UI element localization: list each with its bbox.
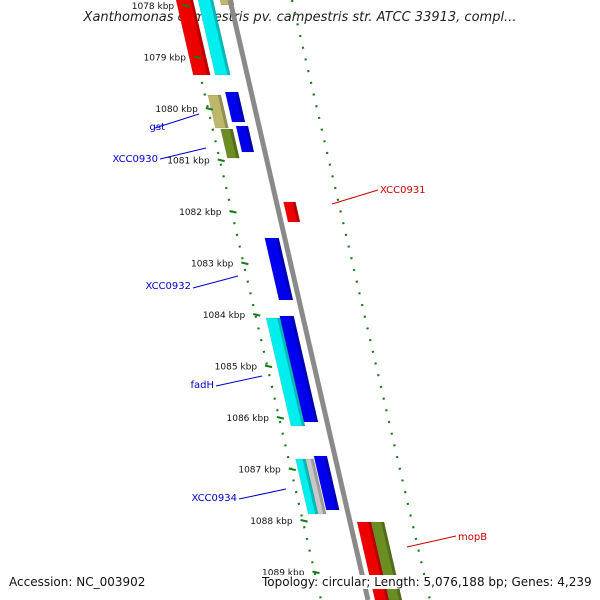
tick-mark <box>205 107 214 111</box>
tick-label: 1081 kbp <box>167 157 210 167</box>
gene-blue-c-shade <box>290 316 319 422</box>
gene-label-leader <box>215 375 263 387</box>
gene-blue-b-shade <box>244 126 254 152</box>
gene-xcc0932-shade <box>275 238 293 300</box>
gene-label-leader <box>238 488 287 500</box>
tick-mark <box>288 467 296 472</box>
tick-dotted-tracks <box>181 0 432 600</box>
gene-labels: gst XCC0930 XCC0931 XCC0932 fadH XCC0934 mopB <box>112 113 487 548</box>
gene-blue-d-shade <box>323 456 340 510</box>
gene-label-leader <box>154 113 200 129</box>
tick-mark <box>229 210 237 214</box>
gene-xcc0931-shade <box>292 202 301 222</box>
gene-xcc0932 <box>264 237 294 301</box>
gene-label-leader <box>192 275 239 289</box>
tick-labels: 1078 kbp 1079 kbp 1080 kbp 1081 kbp 1082 kbp… <box>132 2 320 579</box>
gene-blue-b <box>235 125 255 153</box>
gene-label-leader <box>406 535 457 548</box>
gene-blue-d <box>313 455 340 511</box>
tick-mark <box>193 55 202 60</box>
genome-backbone <box>227 0 371 600</box>
tick-mark <box>300 519 308 523</box>
tick-label: 1078 kbp <box>132 2 175 12</box>
tick-mark <box>276 416 285 420</box>
tick-label: 1085 kbp <box>215 363 258 373</box>
gene-label-mopb: mopB <box>458 532 487 543</box>
gene-top-red-shade <box>190 0 211 75</box>
gene-label-leader <box>331 189 379 205</box>
gene-blue-a-shade <box>235 92 246 122</box>
gene-xcc0930 <box>220 128 240 159</box>
tick-label: 1089 kbp <box>262 569 305 579</box>
tick-label: 1080 kbp <box>155 105 198 115</box>
gene-top-red <box>175 0 211 76</box>
gene-gray-shade <box>310 459 327 514</box>
gene-label-xcc0930: XCC0930 <box>112 154 158 165</box>
gene-label-xcc0934: XCC0934 <box>191 493 237 504</box>
tick-label: 1083 kbp <box>191 260 234 270</box>
gene-xcc0930-shade <box>229 129 240 158</box>
gene-top-cyan-shade <box>210 0 231 75</box>
gene-label-xcc0931: XCC0931 <box>380 185 426 196</box>
gene-xcc0931 <box>283 201 301 223</box>
tick-mark <box>181 4 190 8</box>
tick-label: 1087 kbp <box>238 466 281 476</box>
tick-label: 1088 kbp <box>250 517 293 527</box>
tick-label: 1082 kbp <box>179 208 222 218</box>
gene-gst <box>207 94 229 129</box>
summary-text: Topology: circular; Length: 5,076,188 bp… <box>261 575 593 589</box>
gene-features <box>175 0 403 600</box>
gene-label-gst: gst <box>150 122 166 133</box>
gene-blue-a <box>224 91 246 123</box>
tick-mark <box>264 364 273 369</box>
gene-top-cyan <box>197 0 231 76</box>
gene-label-fadh: fadH <box>190 380 214 391</box>
tick-label: 1084 kbp <box>203 311 246 321</box>
gene-blue-c <box>279 315 319 423</box>
tick-label: 1086 kbp <box>227 414 270 424</box>
gene-gray <box>305 458 327 515</box>
tick-label: 1079 kbp <box>144 54 187 64</box>
gene-label-xcc0932: XCC0932 <box>145 281 191 292</box>
tick-mark <box>252 313 261 317</box>
gene-fadh <box>265 317 306 427</box>
tick-mark <box>241 261 249 266</box>
gene-fadh-shade <box>277 318 305 426</box>
gene-gst-shade <box>217 95 229 128</box>
gene-label-leader <box>159 147 207 160</box>
gene-xcc0934-shade <box>302 459 319 514</box>
tick-mark <box>217 158 225 163</box>
accession-text: Accession: NC_003902 <box>8 575 147 589</box>
tick-mark <box>312 570 320 575</box>
